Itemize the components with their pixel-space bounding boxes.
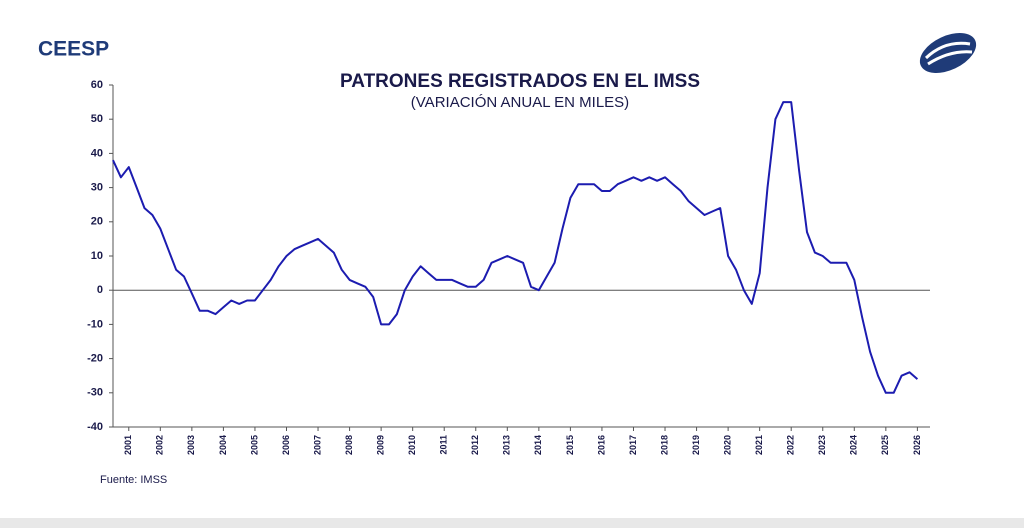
x-tick-label: 2013 (502, 435, 512, 455)
source: Fuente: IMSS (100, 474, 167, 486)
x-tick-label: 2002 (155, 435, 165, 455)
x-tick-label: 2007 (312, 435, 322, 455)
logo (919, 33, 977, 73)
x-tick-label: 2021 (754, 435, 764, 455)
x-tick-label: 2016 (596, 435, 606, 455)
chart-title: PATRONES REGISTRADOS EN EL IMSS (340, 71, 700, 92)
series-line (112, 101, 919, 394)
x-tick-label: 2023 (817, 435, 827, 455)
y-tick-label: -10 (87, 318, 103, 330)
x-tick-label: 2018 (659, 435, 669, 455)
chart-subtitle: (VARIACIÓN ANUAL EN MILES) (411, 94, 629, 111)
x-tick-label: 2012 (470, 435, 480, 455)
x-tick-label: 2009 (376, 435, 386, 455)
y-tick-label: -30 (87, 387, 103, 399)
y-tick-label: 60 (91, 79, 103, 91)
x-tick-label: 2024 (849, 435, 859, 455)
x-tick-label: 2020 (722, 435, 732, 455)
y-tick-label: -20 (87, 353, 103, 365)
x-tick-label: 2004 (218, 435, 228, 455)
x-tick-label: 2001 (123, 435, 133, 455)
y-tick-label: 50 (91, 113, 103, 125)
x-tick-label: 2022 (786, 435, 796, 455)
x-tick-label: 2025 (880, 435, 890, 455)
x-tick-label: 2011 (439, 435, 449, 455)
x-tick-label: 2008 (344, 435, 354, 455)
y-tick-label: 30 (91, 182, 103, 194)
x-tick-label: 2006 (281, 435, 291, 455)
x-tick-label: 2014 (533, 435, 543, 455)
x-tick-label: 2015 (565, 435, 575, 455)
x-tick-label: 2005 (249, 435, 259, 455)
x-tick-label: 2019 (691, 435, 701, 455)
x-tick-label: 2017 (628, 435, 638, 455)
y-tick-label: 10 (91, 250, 103, 262)
y-tick-label: 20 (91, 216, 103, 228)
y-tick-label: 40 (91, 147, 103, 159)
x-tick-label: 2026 (912, 435, 922, 455)
y-tick-label: 0 (97, 284, 103, 296)
y-tick-label: -40 (87, 421, 103, 433)
bottom-bar (0, 518, 1024, 528)
brand: CEESP (38, 38, 109, 61)
x-tick-label: 2010 (407, 435, 417, 455)
x-tick-label: 2003 (186, 435, 196, 455)
